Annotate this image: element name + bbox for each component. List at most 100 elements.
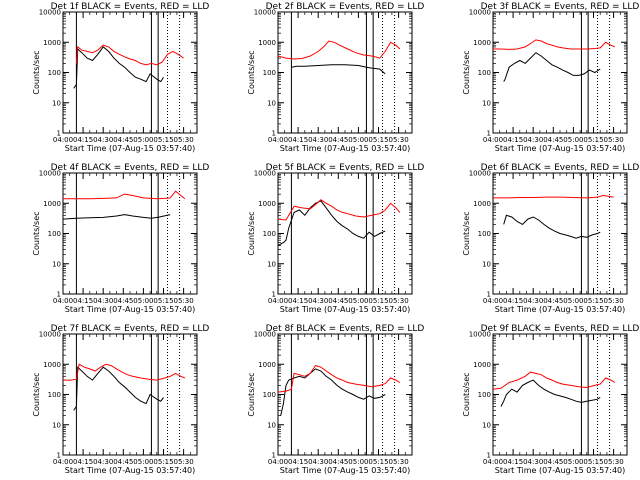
axes-frame [62, 172, 198, 295]
events-series-line [500, 379, 601, 407]
y-axis-label: Counts/sec [462, 372, 471, 416]
x-tick-label: 04:45 [328, 458, 348, 466]
y-tick-label: 10000 [39, 9, 61, 17]
panel-2: Det 2f BLACK = Events, RED = LLD 1 10 100 10… [247, 2, 424, 153]
y-tick-label: 10 [482, 99, 491, 107]
panel-7: Det 7f BLACK = Events, RED = LLD 1 10 100 10… [32, 324, 209, 475]
y-axis-label: Counts/sec [32, 211, 41, 255]
x-tick-label: 04:00 [268, 297, 288, 305]
panel-9: Det 9f BLACK = Events, RED = LLD 1 10 100 10… [462, 324, 639, 475]
x-tick-label: 04:45 [113, 458, 133, 466]
x-axis-label: Start Time (07-Aug-15 03:57:40) [495, 144, 626, 153]
events-series-line [503, 214, 601, 239]
x-axis-label: Start Time (07-Aug-15 03:57:40) [280, 305, 411, 314]
lld-series-line [493, 39, 616, 50]
y-axis-label: Counts/sec [462, 211, 471, 255]
x-tick-label: 05:00 [133, 136, 153, 144]
x-axis-label: Start Time (07-Aug-15 03:57:40) [65, 144, 196, 153]
y-tick-label: 100 [48, 391, 61, 399]
x-tick-label: 05:30 [604, 297, 624, 305]
panel-6: Det 6f BLACK = Events, RED = LLD 1 10 100 10… [462, 163, 639, 314]
x-tick-label: 04:30 [93, 458, 113, 466]
x-tick-label: 04:15 [503, 136, 523, 144]
y-tick-label: 100 [48, 230, 61, 238]
x-tick-label: 04:15 [503, 458, 523, 466]
x-tick-label: 05:30 [389, 297, 409, 305]
axes-frame [62, 333, 198, 456]
panel-title: Det 8f BLACK = Events, RED = LLD [266, 324, 425, 334]
x-tick-label: 04:45 [328, 136, 348, 144]
x-tick-label: 05:15 [368, 136, 388, 144]
x-tick-label: 04:15 [503, 297, 523, 305]
x-tick-label: 04:30 [93, 136, 113, 144]
y-tick-label: 10000 [39, 331, 61, 339]
x-tick-label: 04:30 [308, 136, 328, 144]
axes-frame [277, 333, 413, 456]
y-tick-label: 10 [52, 421, 61, 429]
y-tick-label: 10000 [39, 170, 61, 178]
x-tick-label: 04:30 [93, 297, 113, 305]
y-tick-label: 1000 [43, 39, 61, 47]
x-axis-label: Start Time (07-Aug-15 03:57:40) [65, 466, 196, 475]
x-tick-label: 05:00 [348, 297, 368, 305]
x-tick-label: 04:45 [113, 136, 133, 144]
x-tick-label: 04:30 [523, 297, 543, 305]
x-tick-label: 04:45 [113, 297, 133, 305]
y-tick-label: 1 [57, 291, 61, 299]
x-tick-label: 04:00 [53, 458, 73, 466]
panel-1: Det 1f BLACK = Events, RED = LLD 1 10 100 10… [32, 2, 209, 153]
y-tick-label: 100 [48, 69, 61, 77]
panel-title: Det 1f BLACK = Events, RED = LLD [51, 2, 210, 12]
x-tick-label: 05:15 [368, 297, 388, 305]
x-tick-label: 04:15 [288, 297, 308, 305]
x-tick-label: 04:00 [268, 458, 288, 466]
y-tick-label: 10 [482, 421, 491, 429]
panel-title: Det 2f BLACK = Events, RED = LLD [266, 2, 425, 12]
y-tick-label: 10000 [254, 331, 276, 339]
y-axis-label: Counts/sec [247, 50, 256, 94]
y-axis-label: Counts/sec [462, 50, 471, 94]
y-axis-label: Counts/sec [247, 372, 256, 416]
x-tick-label: 04:15 [288, 458, 308, 466]
x-tick-label: 05:30 [174, 297, 194, 305]
x-tick-label: 04:00 [53, 136, 73, 144]
panel-title: Det 4f BLACK = Events, RED = LLD [51, 163, 210, 173]
x-axis-label: Start Time (07-Aug-15 03:57:40) [280, 466, 411, 475]
y-tick-label: 1000 [43, 361, 61, 369]
x-tick-label: 04:15 [73, 136, 93, 144]
x-tick-label: 05:15 [583, 136, 603, 144]
panel-4: Det 4f BLACK = Events, RED = LLD 1 10 100 10… [32, 163, 209, 314]
events-series-line [503, 52, 601, 82]
x-tick-label: 04:45 [543, 297, 563, 305]
panel-5: Det 5f BLACK = Events, RED = LLD 1 10 100 10… [247, 163, 424, 314]
lld-series-line [75, 44, 184, 66]
panel-title: Det 9f BLACK = Events, RED = LLD [481, 324, 640, 334]
x-tick-label: 04:15 [73, 458, 93, 466]
y-tick-label: 1 [57, 452, 61, 460]
y-tick-label: 10 [267, 260, 276, 268]
lld-series-line [277, 199, 401, 221]
axes-frame [492, 333, 628, 456]
x-tick-label: 05:15 [368, 458, 388, 466]
y-tick-label: 10000 [254, 170, 276, 178]
events-series-line [62, 214, 171, 220]
y-tick-label: 10 [482, 260, 491, 268]
y-tick-label: 1 [57, 130, 61, 138]
lld-series-line [492, 371, 616, 390]
y-tick-label: 1000 [473, 39, 491, 47]
panel-8: Det 8f BLACK = Events, RED = LLD 1 10 100 10… [247, 324, 424, 475]
x-tick-label: 05:30 [174, 458, 194, 466]
y-tick-label: 1000 [258, 361, 276, 369]
axes-frame [492, 11, 628, 134]
y-tick-label: 100 [263, 69, 276, 77]
y-axis-label: Counts/sec [247, 211, 256, 255]
x-tick-label: 04:45 [328, 297, 348, 305]
lld-series-line [63, 363, 186, 381]
y-tick-label: 1000 [473, 200, 491, 208]
x-tick-label: 05:00 [133, 297, 153, 305]
y-tick-label: 1 [272, 452, 276, 460]
x-tick-label: 05:30 [604, 136, 624, 144]
lld-series-line [493, 194, 614, 199]
y-tick-label: 100 [478, 391, 491, 399]
y-tick-label: 10000 [469, 9, 491, 17]
